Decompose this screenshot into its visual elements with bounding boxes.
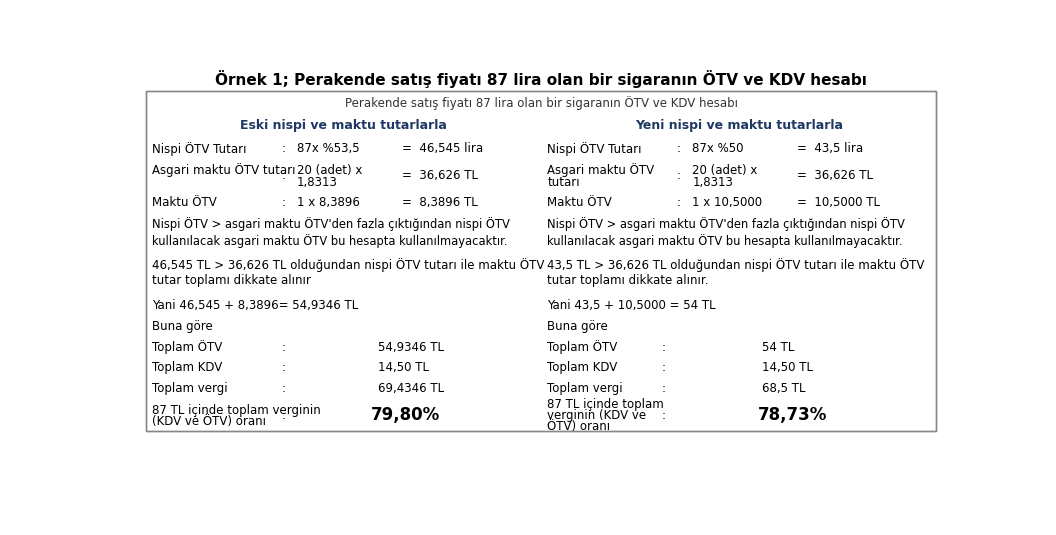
Text: 1 x 10,5000: 1 x 10,5000: [693, 196, 762, 209]
Bar: [146, 337, 542, 357]
Text: Nispi ÖTV > asgari maktu ÖTV'den fazla çıktığından nispi ÖTV
kullanılacak asgari: Nispi ÖTV > asgari maktu ÖTV'den fazla ç…: [152, 217, 510, 248]
Text: :: :: [282, 409, 285, 422]
Bar: [146, 399, 542, 432]
Text: :: :: [282, 170, 285, 182]
Text: 69,4346 TL: 69,4346 TL: [378, 382, 445, 395]
Text: :: :: [282, 362, 285, 374]
Text: Asgari maktu ÖTV: Asgari maktu ÖTV: [547, 164, 655, 178]
Bar: [542, 399, 937, 432]
Text: :: :: [282, 382, 285, 395]
Bar: [146, 160, 542, 191]
Bar: [542, 295, 937, 316]
Text: Yani 43,5 + 10,5000 = 54 TL: Yani 43,5 + 10,5000 = 54 TL: [547, 299, 716, 312]
Text: Maktu ÖTV: Maktu ÖTV: [152, 196, 216, 209]
Text: Nispi ÖTV Tutarı: Nispi ÖTV Tutarı: [547, 142, 642, 156]
Bar: [542, 378, 937, 399]
Bar: [542, 316, 937, 337]
Text: :: :: [661, 362, 665, 374]
Bar: [146, 215, 542, 250]
Text: Buna göre: Buna göre: [547, 320, 608, 333]
Text: 1,8313: 1,8313: [297, 175, 338, 188]
Text: Asgari maktu ÖTV tutarı: Asgari maktu ÖTV tutarı: [152, 164, 296, 178]
Bar: [146, 250, 542, 295]
Bar: [542, 114, 937, 137]
Bar: [542, 337, 937, 357]
Text: 14,50 TL: 14,50 TL: [378, 362, 430, 374]
Text: Toplam vergi: Toplam vergi: [547, 382, 623, 395]
Bar: [146, 378, 542, 399]
Text: 14,50 TL: 14,50 TL: [762, 362, 813, 374]
Text: =  8,3896 TL: = 8,3896 TL: [401, 196, 477, 209]
Text: 1,8313: 1,8313: [693, 175, 733, 188]
Bar: [542, 357, 937, 378]
Text: Yani 46,545 + 8,3896= 54,9346 TL: Yani 46,545 + 8,3896= 54,9346 TL: [152, 299, 358, 312]
Text: Buna göre: Buna göre: [152, 320, 213, 333]
Text: :: :: [677, 142, 681, 155]
Text: 20 (adet) x: 20 (adet) x: [297, 164, 362, 177]
Text: Maktu ÖTV: Maktu ÖTV: [547, 196, 612, 209]
Bar: [146, 191, 542, 215]
Bar: [542, 160, 937, 191]
Text: Toplam ÖTV: Toplam ÖTV: [547, 340, 618, 354]
Bar: [542, 137, 937, 160]
Text: :: :: [661, 382, 665, 395]
Text: :: :: [677, 170, 681, 182]
Bar: [542, 191, 937, 215]
Text: Örnek 1; Perakende satış fiyatı 87 lira olan bir sigaranın ÖTV ve KDV hesabı: Örnek 1; Perakende satış fiyatı 87 lira …: [215, 70, 867, 88]
Text: 54 TL: 54 TL: [762, 341, 794, 354]
Text: :: :: [282, 341, 285, 354]
Text: 20 (adet) x: 20 (adet) x: [693, 164, 758, 177]
Text: Toplam KDV: Toplam KDV: [152, 362, 223, 374]
Text: Nispi ÖTV > asgari maktu ÖTV'den fazla çıktığından nispi ÖTV
kullanılacak asgari: Nispi ÖTV > asgari maktu ÖTV'den fazla ç…: [547, 217, 905, 248]
Text: Toplam vergi: Toplam vergi: [152, 382, 228, 395]
Text: 68,5 TL: 68,5 TL: [762, 382, 806, 395]
Text: :: :: [661, 409, 665, 422]
Text: Toplam KDV: Toplam KDV: [547, 362, 618, 374]
Text: 54,9346 TL: 54,9346 TL: [378, 341, 445, 354]
Bar: [146, 91, 937, 114]
Text: 87 TL içinde toplam: 87 TL içinde toplam: [547, 398, 664, 411]
Text: 1 x 8,3896: 1 x 8,3896: [297, 196, 360, 209]
Text: tutarı: tutarı: [547, 175, 580, 188]
Text: Perakende satış fiyatı 87 lira olan bir sigaranın ÖTV ve KDV hesabı: Perakende satış fiyatı 87 lira olan bir …: [344, 96, 738, 110]
Text: 78,73%: 78,73%: [758, 406, 828, 424]
Text: =  43,5 lira: = 43,5 lira: [797, 142, 863, 155]
Text: 87x %53,5: 87x %53,5: [297, 142, 360, 155]
Text: =  36,626 TL: = 36,626 TL: [797, 170, 873, 182]
Text: 79,80%: 79,80%: [371, 406, 440, 424]
Text: 46,545 TL > 36,626 TL olduğundan nispi ÖTV tutarı ile maktu ÖTV
tutar toplamı di: 46,545 TL > 36,626 TL olduğundan nispi Ö…: [152, 258, 545, 287]
Text: ÖTV) oranı: ÖTV) oranı: [547, 419, 610, 433]
Bar: [146, 295, 542, 316]
Bar: [146, 114, 542, 137]
Text: Eski nispi ve maktu tutarlarla: Eski nispi ve maktu tutarlarla: [240, 119, 447, 132]
Bar: [146, 137, 542, 160]
Bar: [542, 250, 937, 295]
Bar: [542, 215, 937, 250]
Text: 43,5 TL > 36,626 TL olduğundan nispi ÖTV tutarı ile maktu ÖTV
tutar toplamı dikk: 43,5 TL > 36,626 TL olduğundan nispi ÖTV…: [547, 258, 925, 287]
Bar: [146, 357, 542, 378]
Text: :: :: [677, 196, 681, 209]
Text: :: :: [661, 341, 665, 354]
Text: verginin (KDV ve: verginin (KDV ve: [547, 409, 646, 422]
Bar: [146, 316, 542, 337]
Bar: [146, 91, 937, 432]
Text: 87 TL içinde toplam verginin: 87 TL içinde toplam verginin: [152, 404, 321, 417]
Bar: [146, 91, 937, 432]
Text: :: :: [282, 196, 285, 209]
Text: 87x %50: 87x %50: [693, 142, 743, 155]
Text: =  46,545 lira: = 46,545 lira: [401, 142, 483, 155]
Text: (KDV ve ÖTV) oranı: (KDV ve ÖTV) oranı: [152, 415, 266, 428]
Text: Toplam ÖTV: Toplam ÖTV: [152, 340, 223, 354]
Text: :: :: [282, 142, 285, 155]
Text: Nispi ÖTV Tutarı: Nispi ÖTV Tutarı: [152, 142, 247, 156]
Text: =  10,5000 TL: = 10,5000 TL: [797, 196, 880, 209]
Text: =  36,626 TL: = 36,626 TL: [401, 170, 477, 182]
Text: Yeni nispi ve maktu tutarlarla: Yeni nispi ve maktu tutarlarla: [635, 119, 843, 132]
